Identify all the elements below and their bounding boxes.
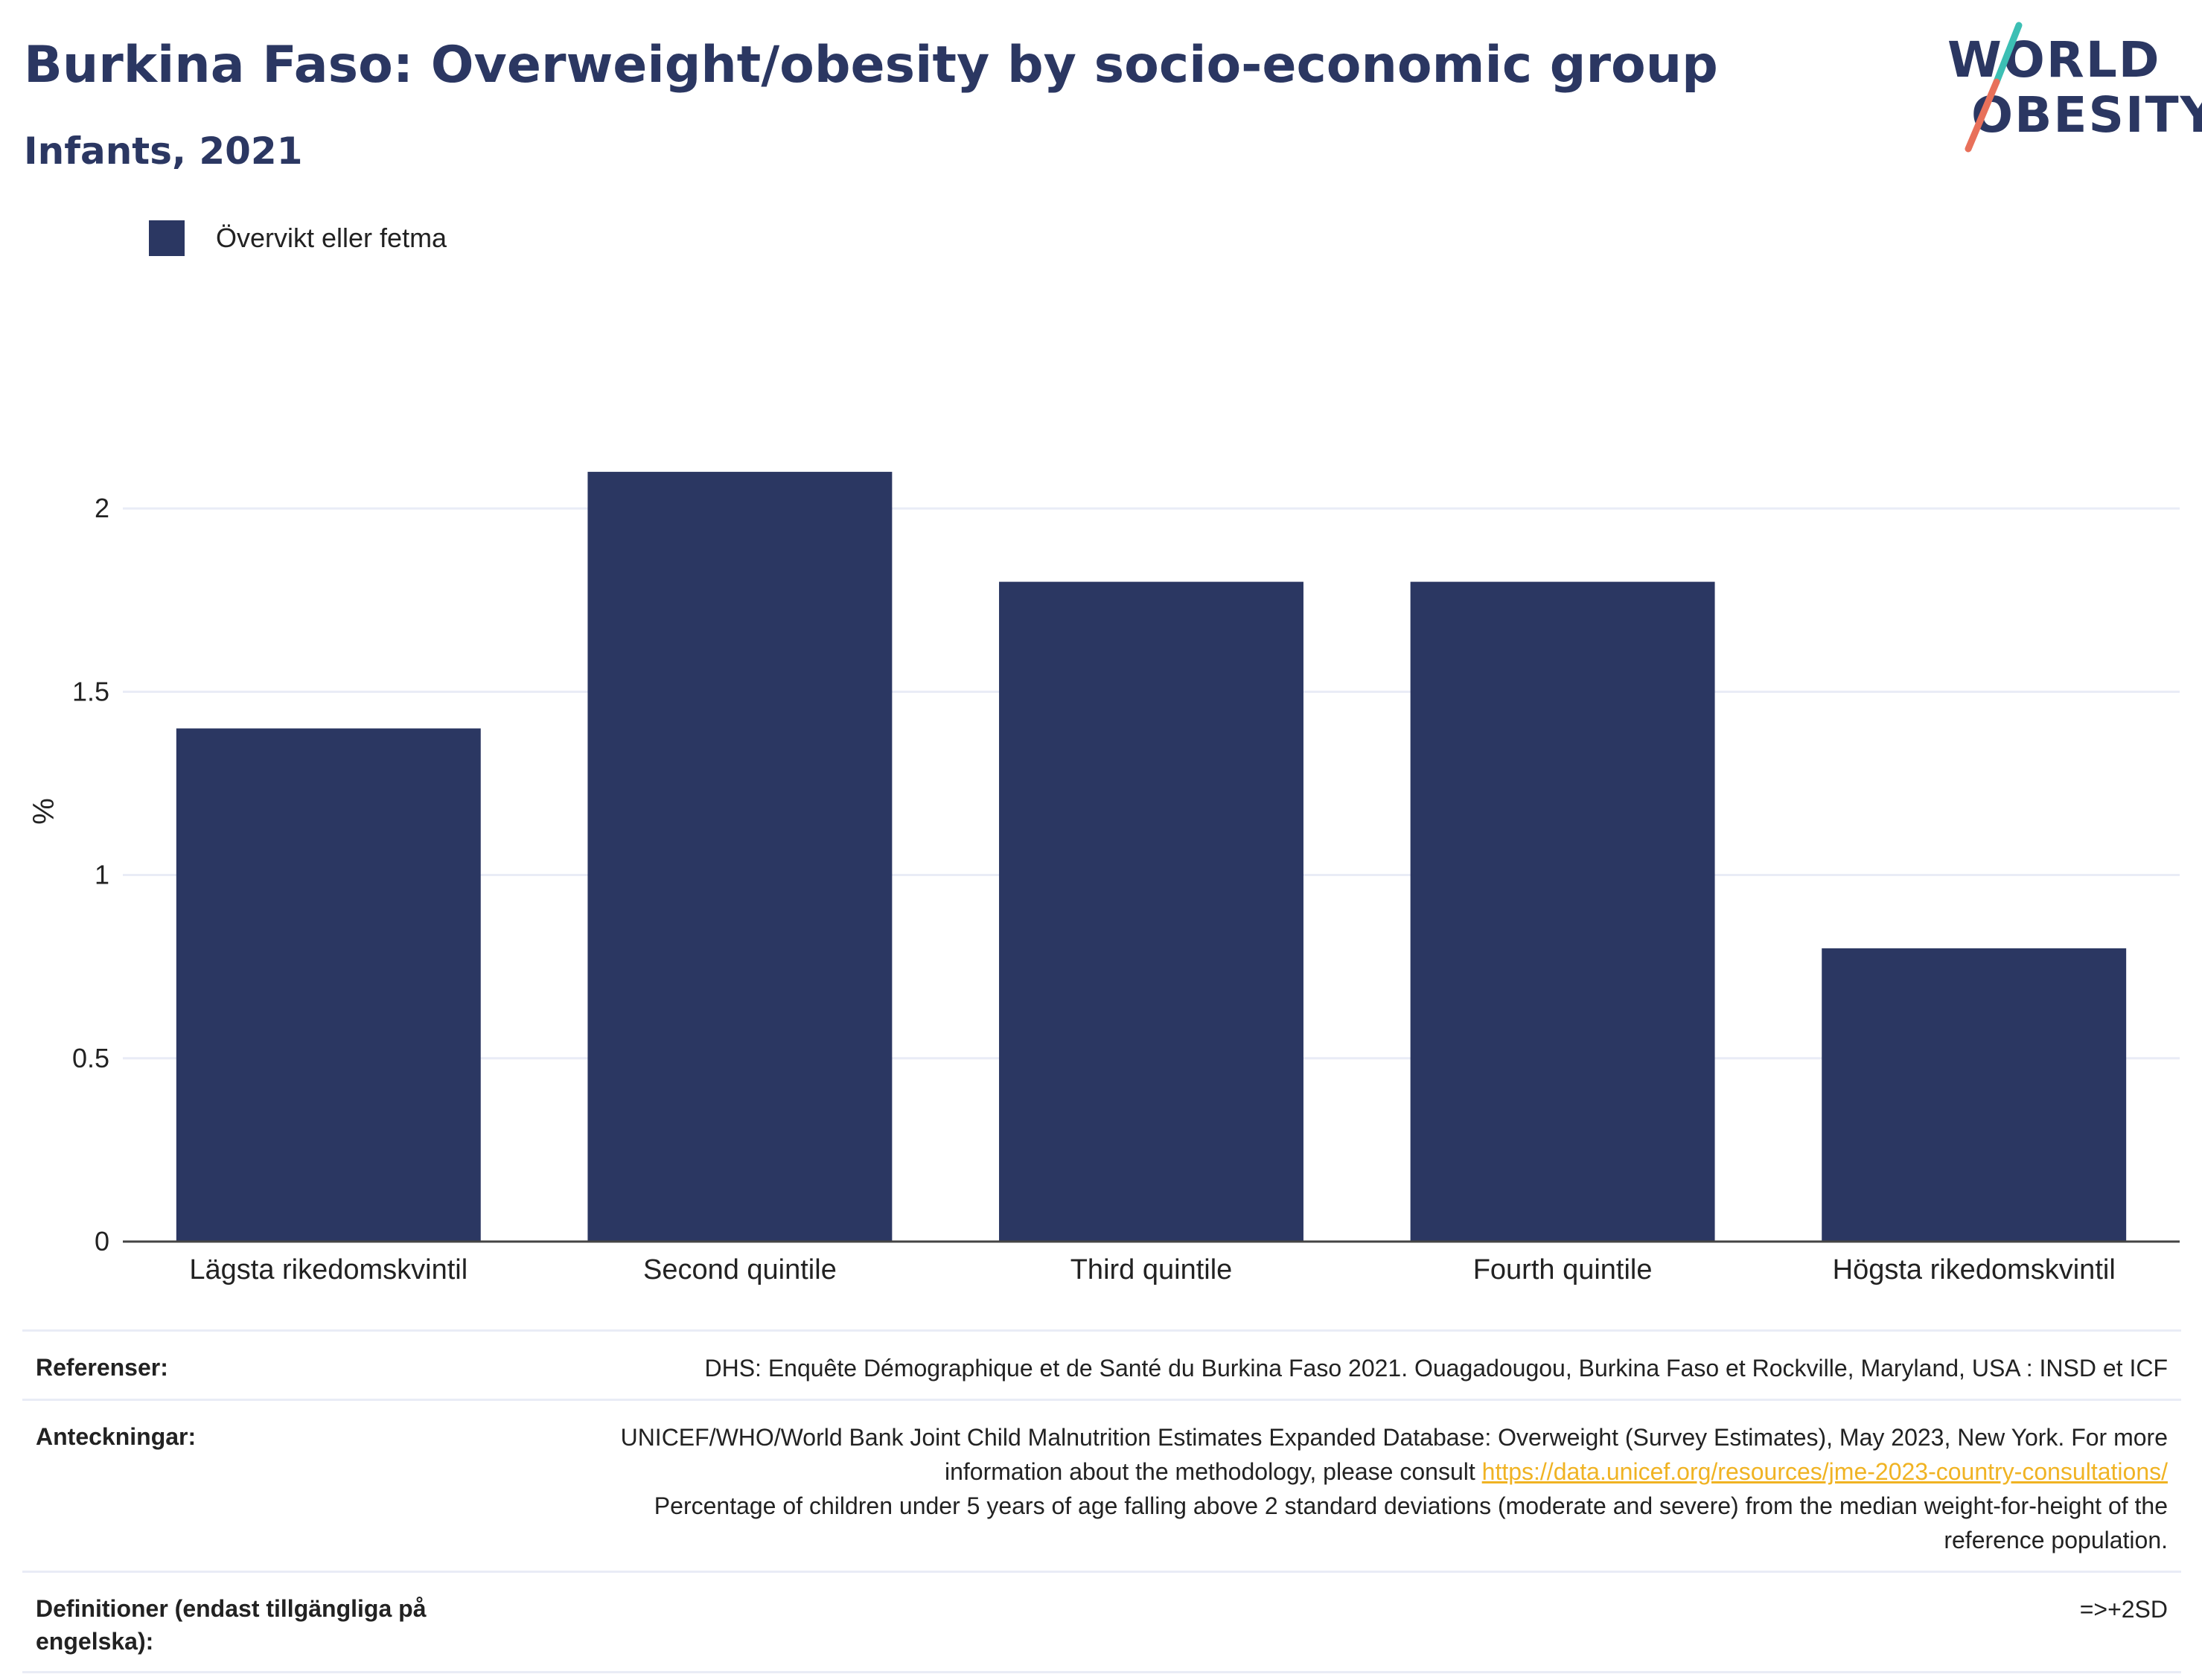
bar — [1822, 948, 2127, 1242]
x-tick-label: Third quintile — [1070, 1254, 1233, 1285]
world-obesity-logo: WORLD OBESITY — [1935, 21, 2202, 170]
methodology-link[interactable]: https://data.unicef.org/resources/jme-20… — [1481, 1458, 2168, 1485]
references-text: DHS: Enquête Démographique et de Santé d… — [704, 1355, 2168, 1382]
bar-chart: 0 0.5 1 1.5 2% Lägsta rikedomskvintil Second q… — [28, 471, 2180, 1285]
y-tick-label: 1 — [95, 860, 109, 890]
legend-label: Övervikt eller fetma — [216, 223, 447, 253]
x-tick-label: Lägsta rikedomskvintil — [189, 1254, 467, 1285]
y-axis-label: % — [28, 798, 60, 825]
chart-legend[interactable]: Övervikt eller fetma — [149, 220, 447, 256]
logo-slash-icon — [1965, 22, 2023, 153]
bar — [176, 728, 481, 1242]
notes-section: Referenser: DHS: Enquête Démographique e… — [22, 1329, 2181, 1673]
x-tick-label: Second quintile — [643, 1254, 837, 1285]
logo-line-1: WORLD — [1947, 31, 2161, 89]
notes-divider — [22, 1671, 2181, 1673]
annotations-text-after-link: Percentage of children under 5 years of … — [654, 1492, 2168, 1553]
annotations-label: Anteckningar: — [36, 1423, 197, 1450]
references-label: Referenser: — [36, 1354, 168, 1381]
x-tick-label: Högsta rikedomskvintil — [1833, 1254, 2116, 1285]
page-title: Burkina Faso: Overweight/obesity by soci… — [24, 36, 1718, 95]
references-row: Referenser: DHS: Enquête Démographique e… — [22, 1329, 2181, 1399]
annotations-text: UNICEF/WHO/World Bank Joint Child Malnut… — [604, 1420, 2168, 1557]
y-tick-label: 1.5 — [72, 676, 109, 706]
definitions-text: =>+2SD — [2079, 1596, 2168, 1623]
y-tick-label: 0.5 — [72, 1043, 109, 1073]
bar — [999, 581, 1303, 1242]
annotations-row: Anteckningar: UNICEF/WHO/World Bank Join… — [22, 1399, 2181, 1571]
annotations-text-before-link: UNICEF/WHO/World Bank Joint Child Malnut… — [620, 1424, 2168, 1485]
page-subtitle: Infants, 2021 — [24, 130, 303, 173]
y-tick-label: 2 — [95, 493, 109, 523]
legend-swatch — [149, 220, 185, 256]
logo-line-2: OBESITY — [1971, 86, 2202, 144]
definitions-label: Definitioner (endast tillgängliga på eng… — [36, 1595, 427, 1655]
bar — [1410, 581, 1715, 1242]
y-tick-label: 0 — [95, 1226, 109, 1256]
x-tick-label: Fourth quintile — [1473, 1254, 1653, 1285]
definitions-row: Definitioner (endast tillgängliga på eng… — [22, 1571, 2181, 1671]
bar — [587, 471, 893, 1242]
